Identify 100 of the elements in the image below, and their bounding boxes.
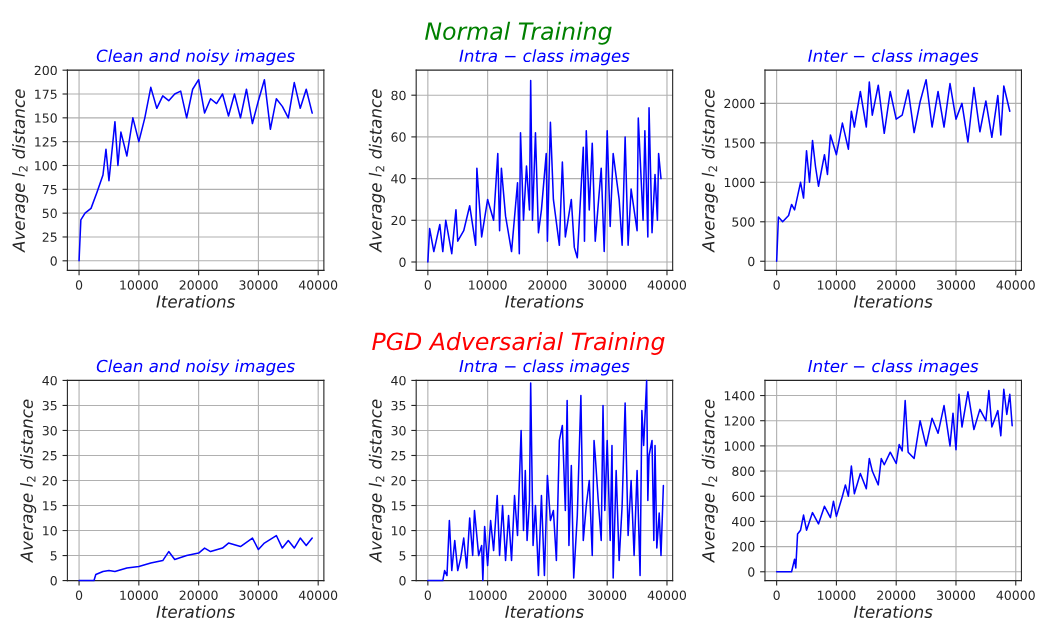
line-series [775, 78, 1011, 263]
y-tick-label: 0 [399, 257, 406, 267]
x-tick-label: 40000 [647, 590, 687, 600]
y-tick-label: 25 [42, 450, 57, 461]
y-tick-label: 400 [732, 516, 755, 527]
chart-title: Intra − class images [459, 49, 630, 66]
text: Normal Training [425, 21, 612, 45]
chart-title: Inter − class images [808, 359, 979, 376]
y-tick-label: 5 [399, 551, 406, 561]
y-axis-title: Average l$_{2}$ distance [12, 89, 29, 253]
x-axis-title: Iterations [853, 294, 933, 308]
x-tick-label: 10000 [817, 280, 856, 290]
y-tick-label: 1500 [724, 138, 755, 148]
x-tick-label: 20000 [528, 590, 567, 600]
y-tick-label: 20 [391, 215, 406, 226]
x-tick-label: 0 [773, 280, 780, 290]
y-tick-label: 15 [391, 501, 406, 511]
x-tick-label: 40000 [996, 590, 1035, 600]
y-tick-label: 40 [42, 375, 57, 386]
y-tick-label: 500 [732, 217, 755, 227]
y-tick-label: 0 [748, 567, 755, 577]
y-tick-label: 100 [35, 160, 57, 171]
y-tick-label: 75 [42, 184, 57, 195]
x-tick-label: 20000 [877, 590, 916, 600]
y-tick-label: 0 [50, 256, 57, 266]
y-tick-label: 35 [391, 400, 406, 411]
x-tick-label: 20000 [528, 280, 567, 290]
y-axis-title: Average l$_{2}$ distance [20, 399, 37, 564]
y-tick-label: 60 [391, 132, 406, 142]
x-axis-title: Iterations [156, 294, 235, 308]
y-tick-label: 20 [42, 475, 57, 486]
x-tick-label: 10000 [120, 280, 158, 290]
line-series [427, 79, 662, 263]
y-tick-label: 20 [391, 475, 406, 486]
x-tick-label: 0 [75, 280, 83, 290]
y-tick-label: 15 [43, 501, 57, 511]
y-tick-label: 200 [732, 542, 755, 552]
y-axis-title: Average l$_{2}$ distance [701, 89, 718, 253]
y-tick-label: 200 [34, 65, 57, 76]
y-tick-label: 40 [391, 375, 406, 386]
y-axis-title: Average l$_{2}$ distance [368, 399, 385, 564]
y-tick-label: 50 [42, 208, 57, 219]
x-tick-label: 10000 [817, 590, 856, 600]
y-tick-label: 2000 [724, 98, 755, 109]
line-series [78, 78, 313, 262]
x-tick-label: 0 [424, 590, 431, 600]
y-tick-label: 1000 [724, 177, 755, 188]
x-tick-label: 40000 [647, 280, 687, 290]
y-tick-label: 0 [50, 576, 57, 586]
chart-title: Clean and noisy images [96, 49, 295, 66]
y-tick-label: 35 [42, 400, 57, 411]
y-tick-label: 800 [732, 466, 755, 476]
x-tick-label: 30000 [588, 590, 627, 600]
x-tick-label: 0 [424, 280, 431, 290]
y-tick-label: 5 [50, 551, 57, 561]
x-tick-label: 0 [773, 590, 780, 600]
x-tick-label: 20000 [179, 280, 218, 290]
y-tick-label: 25 [42, 232, 57, 242]
chart-title: Intra − class images [459, 359, 630, 376]
y-tick-label: 150 [35, 113, 57, 123]
y-tick-label: 1400 [724, 391, 755, 401]
x-tick-label: 30000 [588, 280, 627, 290]
chart-title: Clean and noisy images [96, 359, 295, 376]
x-tick-label: 10000 [469, 590, 507, 600]
y-tick-label: 30 [391, 425, 406, 436]
y-tick-label: 0 [399, 576, 406, 586]
y-axis-title: Average l$_{2}$ distance [368, 89, 385, 253]
y-tick-label: 40 [391, 174, 406, 184]
y-tick-label: 10 [391, 526, 406, 536]
chart-title: Inter − class images [808, 49, 979, 66]
y-tick-label: 175 [35, 89, 57, 99]
x-tick-label: 10000 [120, 590, 158, 600]
x-axis-title: Iterations [853, 605, 933, 619]
y-tick-label: 125 [35, 137, 57, 147]
x-tick-label: 10000 [469, 280, 507, 290]
y-tick-label: 1200 [724, 416, 755, 426]
y-tick-label: 80 [391, 90, 406, 101]
x-tick-label: 30000 [937, 280, 976, 290]
x-tick-label: 20000 [179, 590, 218, 600]
x-tick-label: 30000 [239, 590, 278, 600]
line-series [427, 379, 665, 582]
x-tick-label: 20000 [877, 280, 916, 290]
y-tick-label: 1000 [724, 441, 755, 451]
y-tick-label: 30 [42, 425, 57, 436]
y-tick-label: 600 [732, 491, 755, 502]
x-tick-label: 0 [75, 590, 83, 600]
text: PGD Adversarial Training [372, 332, 665, 355]
x-tick-label: 40000 [298, 280, 338, 290]
y-axis-title: Average l$_{2}$ distance [701, 399, 718, 564]
x-axis-title: Iterations [505, 294, 584, 308]
y-tick-label: 0 [748, 256, 755, 267]
x-tick-label: 30000 [239, 280, 278, 290]
x-axis-title: Iterations [156, 605, 235, 619]
y-tick-label: 25 [391, 450, 406, 461]
x-tick-label: 40000 [298, 590, 338, 600]
x-tick-label: 30000 [937, 590, 976, 600]
y-tick-label: 10 [43, 526, 57, 536]
line-series [775, 388, 1013, 573]
x-tick-label: 40000 [996, 280, 1035, 290]
line-series [78, 534, 313, 582]
